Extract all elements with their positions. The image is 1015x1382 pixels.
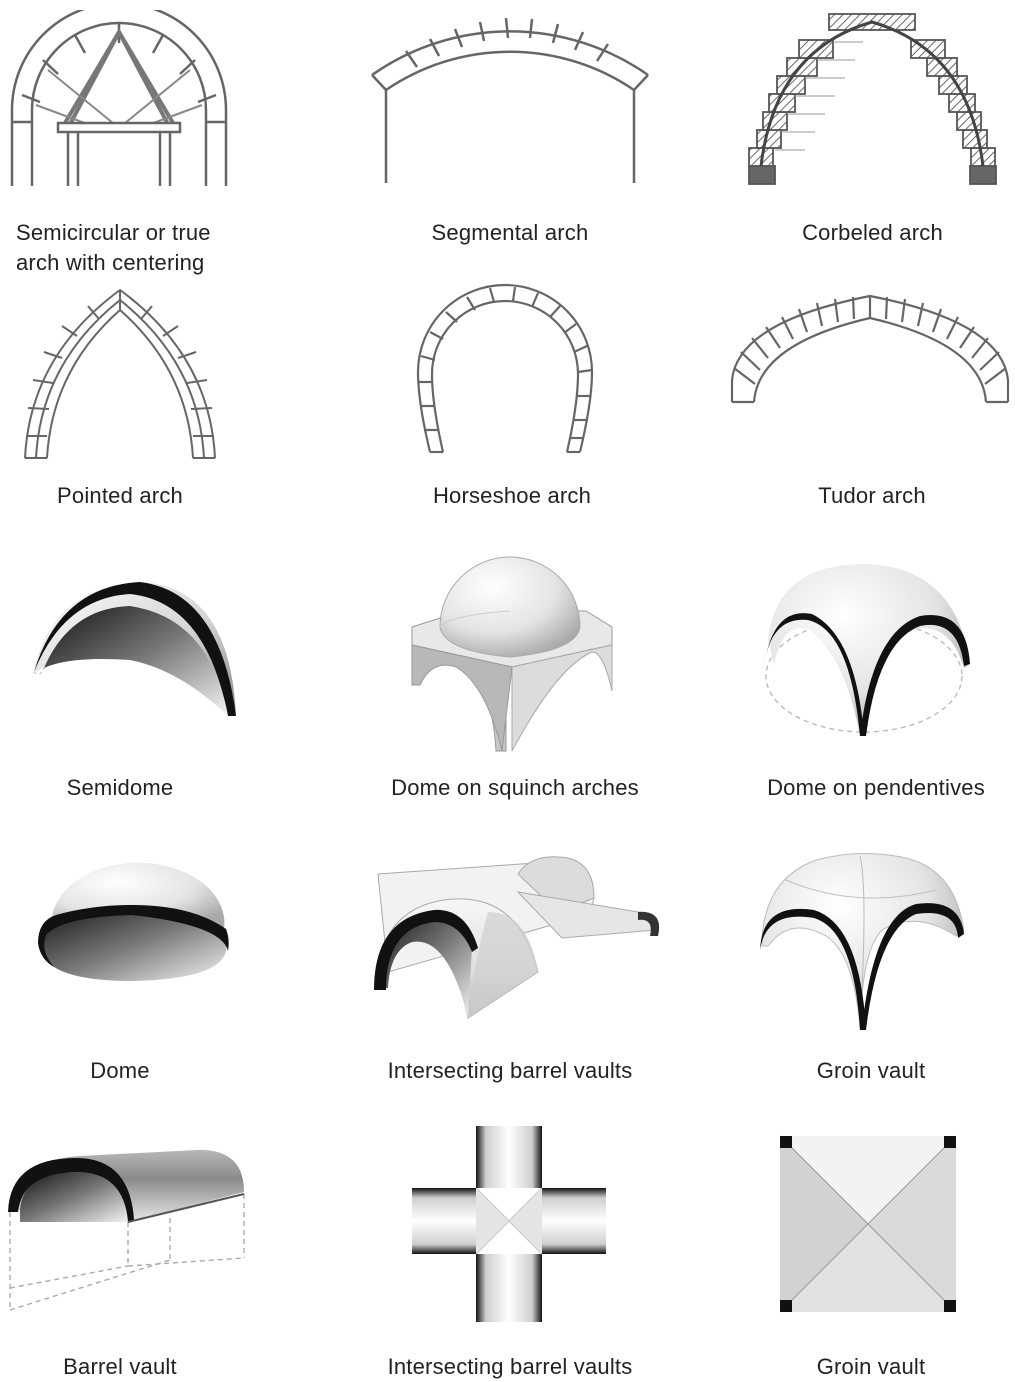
corbeled-arch-drawing	[748, 13, 997, 185]
groin-vault-drawing	[760, 853, 965, 1030]
dome-pendentives-drawing	[764, 564, 970, 736]
semidome-drawing	[33, 582, 236, 716]
caption-corbeled-arch: Corbeled arch	[802, 220, 943, 245]
caption-tudor-arch: Tudor arch	[818, 483, 926, 508]
caption-semicircular-arch: Semicircular or true arch with centering	[16, 220, 211, 275]
groin-vault-plan-drawing	[779, 1135, 957, 1313]
dome-squinch-drawing	[411, 556, 613, 752]
pointed-arch-drawing	[24, 288, 216, 459]
caption-dome-squinch: Dome on squinch arches	[391, 775, 639, 800]
caption-dome-pendentives: Dome on pendentives	[767, 775, 985, 800]
barrel-vault-drawing	[8, 1149, 245, 1311]
semicircular-arch-drawing	[10, 10, 228, 186]
caption-dome: Dome	[90, 1058, 150, 1083]
intersecting-barrel-vaults-plan-drawing	[412, 1126, 606, 1322]
caption-segmental-arch: Segmental arch	[431, 220, 589, 245]
caption-barrel-vault: Barrel vault	[63, 1354, 177, 1379]
caption-horseshoe-arch: Horseshoe arch	[432, 483, 592, 508]
caption-intersecting-barrel-vaults-2: Intersecting barrel vaults	[387, 1354, 633, 1379]
intersecting-barrel-vaults-drawing	[374, 856, 660, 1019]
dome-drawing	[38, 862, 229, 981]
horseshoe-arch-drawing	[416, 283, 594, 454]
caption-pointed-arch: Pointed arch	[57, 483, 183, 508]
caption-semidome: Semidome	[66, 775, 174, 800]
caption-groin-vault-1: Groin vault	[816, 1058, 926, 1083]
caption-intersecting-barrel-vaults-1: Intersecting barrel vaults	[387, 1058, 633, 1083]
segmental-arch-drawing	[371, 17, 649, 183]
tudor-arch-drawing	[730, 294, 1010, 404]
caption-groin-vault-2: Groin vault	[816, 1354, 926, 1379]
